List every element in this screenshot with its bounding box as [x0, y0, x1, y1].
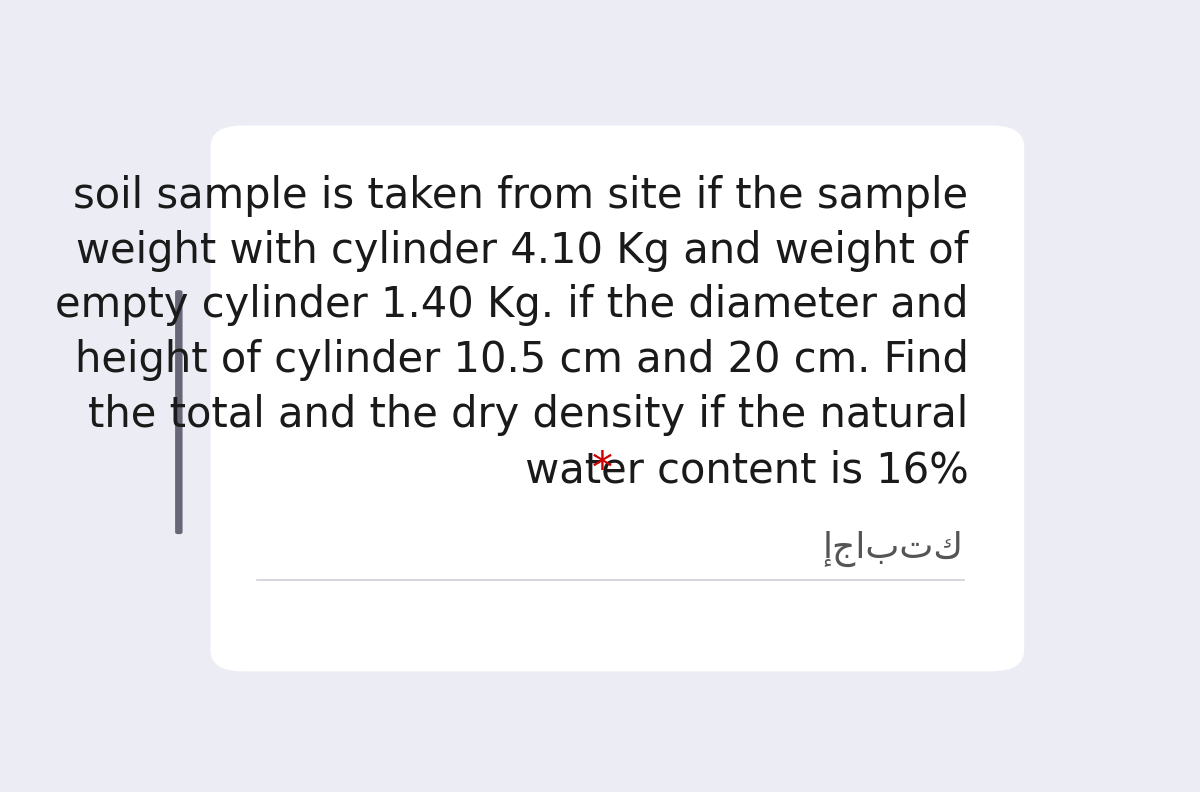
Text: empty cylinder 1.40 Kg. if the diameter and: empty cylinder 1.40 Kg. if the diameter …: [55, 284, 968, 326]
Text: the total and the dry density if the natural: the total and the dry density if the nat…: [88, 394, 968, 436]
FancyBboxPatch shape: [210, 125, 1024, 672]
Text: water content is 16%: water content is 16%: [511, 449, 968, 491]
Text: height of cylinder 10.5 cm and 20 cm. Find: height of cylinder 10.5 cm and 20 cm. Fi…: [74, 339, 968, 381]
FancyBboxPatch shape: [175, 290, 182, 534]
Text: *: *: [592, 449, 612, 491]
Text: إجابتك: إجابتك: [823, 531, 964, 567]
Text: soil sample is taken from site if the sample: soil sample is taken from site if the sa…: [73, 175, 968, 217]
Text: weight with cylinder 4.10 Kg and weight of: weight with cylinder 4.10 Kg and weight …: [76, 230, 968, 272]
